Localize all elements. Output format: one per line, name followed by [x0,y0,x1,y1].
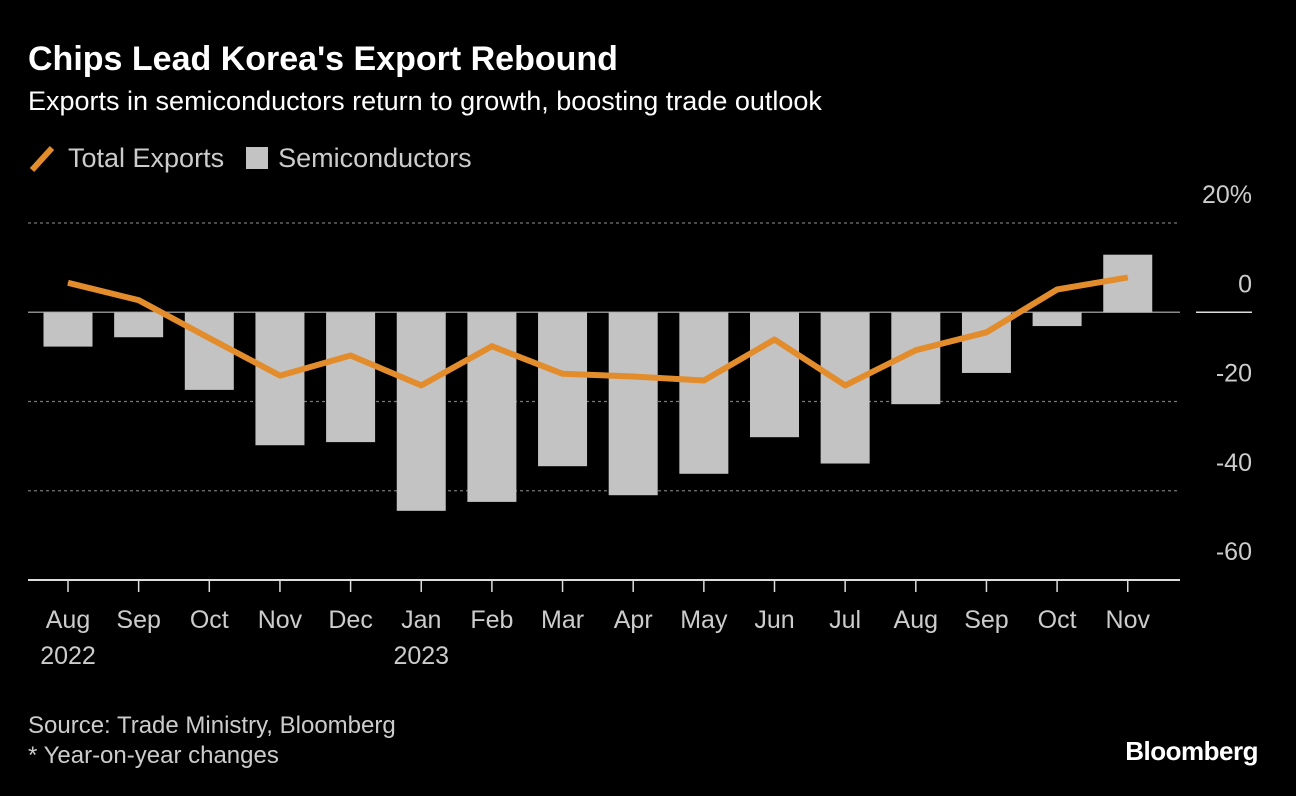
line-layer [67,274,1129,389]
x-year-label: 2022 [40,642,96,670]
x-tick-label: Oct [190,606,229,634]
point-total-exports [1127,276,1129,278]
bar-semiconductors [43,312,93,347]
x-tick-label: Dec [328,606,372,634]
y-tick-label: 20% [1202,181,1252,209]
point-total-exports [67,282,69,284]
legend-item-total-exports: Total Exports [28,142,224,174]
point-total-exports [703,380,705,382]
y-tick-label: -60 [1216,538,1252,566]
point-total-exports [915,349,917,351]
x-tick-label: Aug [46,606,90,634]
bar-semiconductors [255,312,305,446]
bar-semiconductors [1032,312,1082,327]
bar-semiconductors [679,312,729,474]
point-total-exports [420,384,422,386]
chart-subtitle: Exports in semiconductors return to grow… [28,86,822,116]
bar-semiconductors [538,312,588,467]
point-total-exports [208,337,210,339]
x-tick-label: Aug [894,606,938,634]
x-tick-label: Jul [829,606,861,634]
line-swatch-icon [29,145,55,173]
legend-label-semiconductors: Semiconductors [278,142,472,173]
bar-semiconductors [608,312,658,496]
x-tick-label: Sep [116,606,160,634]
bar-semiconductors [467,312,517,502]
x-tick-label: Nov [258,606,303,634]
x-tick-label: Jan [401,606,441,634]
point-total-exports [350,355,352,357]
point-total-exports [844,384,846,386]
point-total-exports [138,299,140,301]
bloomberg-logo: Bloomberg [1125,736,1258,766]
y-tick-label: 0 [1238,270,1252,298]
x-year-label: 2023 [393,642,449,670]
point-total-exports [562,373,564,375]
bar-layer [43,254,1153,511]
line-total-exports [67,274,1129,389]
bar-semiconductors [750,312,799,438]
x-tick-label: Mar [541,606,584,634]
point-total-exports [491,345,493,347]
legend-item-semiconductors: Semiconductors [246,143,472,174]
x-tick-label: Oct [1038,606,1077,634]
point-total-exports [1056,288,1058,290]
point-total-exports [774,338,775,340]
legend: Total Exports Semiconductors [28,142,494,174]
x-tick-label: Nov [1106,606,1151,634]
y-tick-label: -40 [1216,449,1252,477]
axis-layer: 20% 0 -20 -40 -60 Aug Sep Oct Nov Dec Jan Feb Mar Apr… [28,181,1252,670]
point-total-exports [279,375,281,377]
footnote: * Year-on-year changes [28,742,279,769]
bar-semiconductors [184,312,234,390]
bar-semiconductors [1103,254,1153,313]
point-total-exports [985,331,987,333]
x-tick-label: May [680,606,728,634]
bar-semiconductors [396,312,446,511]
legend-label-total-exports: Total Exports [68,142,225,173]
chart-plot: 20% 0 -20 -40 -60 Aug Sep Oct Nov Dec Jan Feb Mar Apr… [28,181,1252,670]
source-note: Source: Trade Ministry, Bloomberg [28,712,396,739]
x-tick-label: Jun [754,606,794,634]
x-tick-label: Feb [470,606,513,634]
chart-title: Chips Lead Korea's Export Rebound [28,40,618,78]
y-tick-label: -20 [1216,360,1252,388]
bar-semiconductors [114,312,164,338]
bar-semiconductors [326,312,376,443]
bar-swatch-icon [246,147,269,169]
x-tick-label: Sep [964,606,1008,634]
point-total-exports [632,376,634,378]
x-tick-label: Apr [614,606,653,634]
